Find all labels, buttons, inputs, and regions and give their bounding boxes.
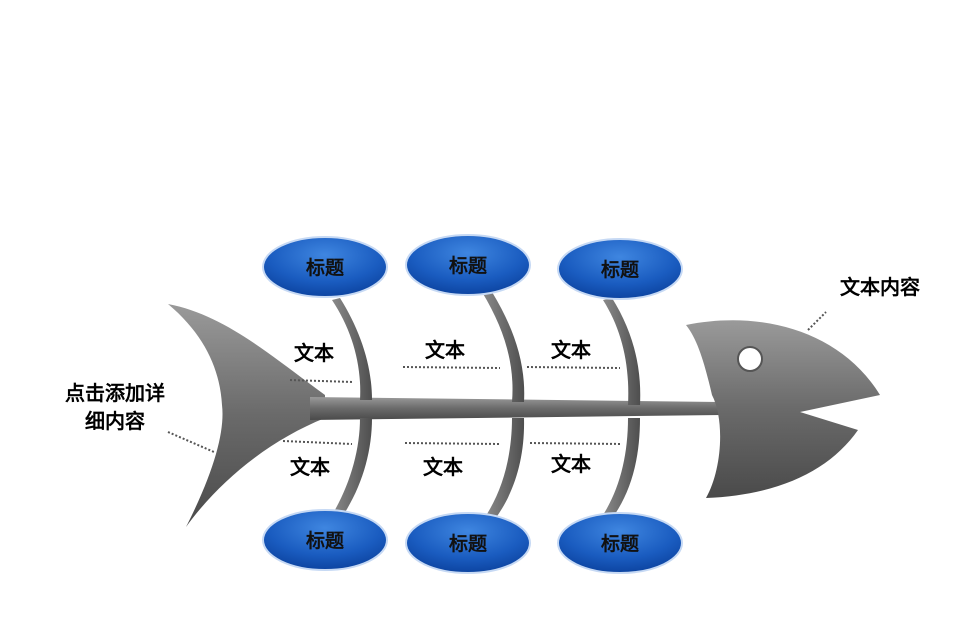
rib-top-1 <box>332 298 372 400</box>
bottom-title-oval-1: 标题 <box>262 509 388 571</box>
rib-bottom-1 <box>332 418 372 517</box>
tail-note-line-1: 点击添加详 <box>65 381 165 405</box>
rib-top-3 <box>603 298 641 405</box>
top-title-oval-3: 标题 <box>557 238 683 300</box>
fish-spine <box>310 397 722 420</box>
rib-bottom-3 <box>603 418 640 517</box>
top-text-2: 文本 <box>425 338 465 362</box>
bottom-text-1: 文本 <box>290 455 330 479</box>
fish-head <box>686 320 880 498</box>
bottom-title-oval-2: 标题 <box>405 512 531 574</box>
fish-eye <box>737 346 763 372</box>
bottom-text-2: 文本 <box>423 455 463 479</box>
top-title-2: 标题 <box>449 255 487 277</box>
top-text-1: 文本 <box>294 341 334 365</box>
fish-tail <box>168 304 325 527</box>
rib-top-2 <box>482 292 525 402</box>
top-text-3: 文本 <box>551 338 591 362</box>
bottom-title-2: 标题 <box>449 533 487 555</box>
bottom-title-1: 标题 <box>306 530 344 552</box>
bottom-text-3: 文本 <box>551 452 591 476</box>
top-title-oval-2: 标题 <box>405 234 531 296</box>
top-title-1: 标题 <box>306 257 344 279</box>
rib-bottom-2 <box>485 418 525 519</box>
bottom-title-3: 标题 <box>601 533 639 555</box>
bottom-title-oval-3: 标题 <box>557 512 683 574</box>
top-title-oval-1: 标题 <box>262 236 388 298</box>
top-title-3: 标题 <box>601 259 639 281</box>
head-note: 文本内容 <box>840 275 920 299</box>
tail-note-line-2: 细内容 <box>85 409 145 433</box>
connectors <box>167 311 827 453</box>
